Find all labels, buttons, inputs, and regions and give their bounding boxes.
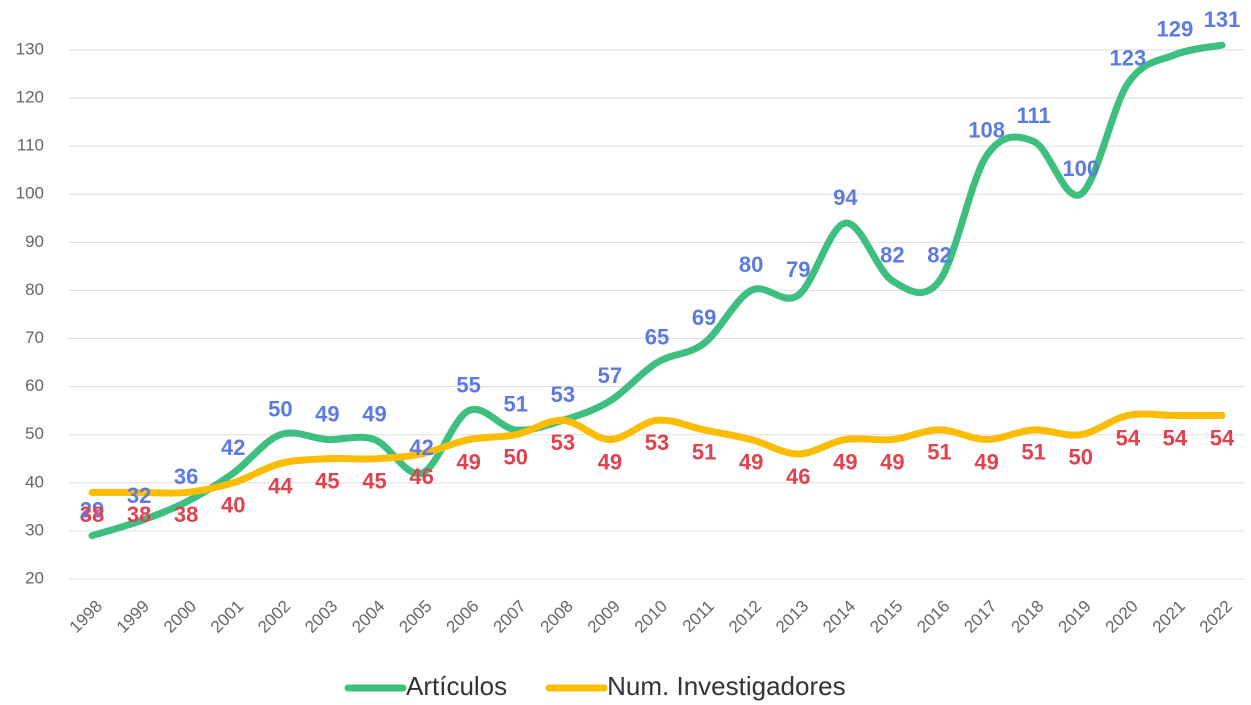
x-tick-label: 1999 (113, 597, 153, 637)
x-tick-label: 2002 (254, 597, 294, 637)
data-label: 80 (739, 252, 763, 277)
data-label: 40 (221, 493, 245, 518)
data-label: 79 (786, 257, 810, 282)
x-tick-label: 2010 (631, 597, 671, 637)
data-label: 111 (1017, 103, 1051, 128)
data-label: 36 (174, 464, 198, 489)
x-tick-label: 2001 (207, 597, 247, 637)
y-tick-label: 80 (25, 280, 44, 299)
x-tick-label: 2019 (1055, 597, 1095, 637)
y-tick-label: 20 (25, 568, 44, 587)
data-label: 51 (504, 392, 528, 417)
x-tick-label: 2003 (301, 597, 341, 637)
x-tick-label: 2015 (866, 597, 906, 637)
data-label: 82 (880, 243, 904, 268)
data-label: 49 (362, 401, 386, 426)
y-tick-label: 30 (25, 520, 44, 539)
x-tick-label: 2012 (725, 597, 765, 637)
data-label: 32 (127, 483, 151, 508)
data-label: 51 (927, 440, 951, 465)
data-label: 54 (1210, 425, 1235, 450)
data-label: 57 (598, 363, 622, 388)
x-tick-label: 2021 (1149, 597, 1189, 637)
x-tick-label: 2017 (960, 597, 1000, 637)
data-label: 82 (927, 243, 951, 268)
data-label: 108 (968, 118, 1005, 143)
x-tick-label: 2020 (1102, 597, 1142, 637)
data-label: 29 (80, 498, 104, 523)
y-tick-label: 100 (16, 184, 44, 203)
data-label: 45 (362, 469, 386, 494)
x-tick-label: 1998 (66, 597, 106, 637)
data-label: 65 (645, 324, 669, 349)
data-label: 50 (268, 397, 292, 422)
data-label: 38 (174, 502, 198, 527)
x-tick-label: 2018 (1007, 597, 1047, 637)
data-label: 44 (268, 473, 293, 498)
data-label: 53 (551, 382, 575, 407)
x-tick-label: 2016 (913, 597, 953, 637)
data-label: 49 (598, 449, 622, 474)
data-label: 38 (80, 502, 104, 527)
data-label: 94 (833, 185, 858, 210)
y-tick-label: 120 (16, 88, 44, 107)
legend: Artículos Num. Investigadores (344, 671, 846, 701)
x-tick-label: 2022 (1196, 597, 1236, 637)
data-label: 55 (456, 372, 480, 397)
data-label: 49 (456, 449, 480, 474)
data-label: 100 (1062, 156, 1099, 181)
x-tick-label: 2004 (348, 597, 388, 637)
data-label: 49 (974, 449, 998, 474)
series-line (88, 41, 1226, 540)
data-label: 54 (1116, 425, 1141, 450)
data-label: 49 (315, 401, 339, 426)
y-tick-label: 130 (16, 39, 44, 58)
data-label: 131 (1204, 7, 1241, 32)
data-label: 54 (1163, 425, 1188, 450)
data-label: 49 (739, 449, 763, 474)
data-label: 69 (692, 305, 716, 330)
x-tick-label: 2000 (160, 597, 200, 637)
data-label: 42 (409, 435, 433, 460)
data-label: 53 (551, 430, 575, 455)
x-tick-label: 2014 (819, 597, 859, 637)
data-label: 123 (1109, 45, 1146, 70)
data-label: 51 (692, 440, 716, 465)
data-label: 53 (645, 430, 669, 455)
x-tick-label: 2006 (442, 597, 482, 637)
x-tick-label: 2007 (490, 597, 530, 637)
y-tick-label: 50 (25, 424, 44, 443)
data-label: 51 (1021, 440, 1045, 465)
series-line (88, 410, 1226, 497)
legend-label: Artículos (406, 671, 507, 701)
data-label: 45 (315, 469, 339, 494)
data-label: 46 (409, 464, 433, 489)
y-tick-label: 40 (25, 472, 44, 491)
y-tick-label: 90 (25, 232, 44, 251)
legend-label: Num. Investigadores (607, 671, 845, 701)
y-tick-label: 70 (25, 328, 44, 347)
data-label: 129 (1157, 17, 1194, 42)
data-label: 49 (880, 449, 904, 474)
data-label: 50 (1069, 445, 1093, 470)
data-label: 38 (127, 502, 151, 527)
x-tick-label: 2011 (679, 597, 718, 636)
x-tick-label: 2005 (395, 597, 435, 637)
y-tick-label: 110 (17, 136, 44, 155)
data-label: 46 (786, 464, 810, 489)
x-tick-label: 2008 (537, 597, 577, 637)
data-label: 50 (504, 445, 528, 470)
data-label: 49 (833, 449, 857, 474)
y-tick-label: 60 (25, 376, 44, 395)
x-tick-label: 2013 (772, 597, 812, 637)
x-tick-label: 2009 (584, 597, 624, 637)
data-label: 42 (221, 435, 245, 460)
